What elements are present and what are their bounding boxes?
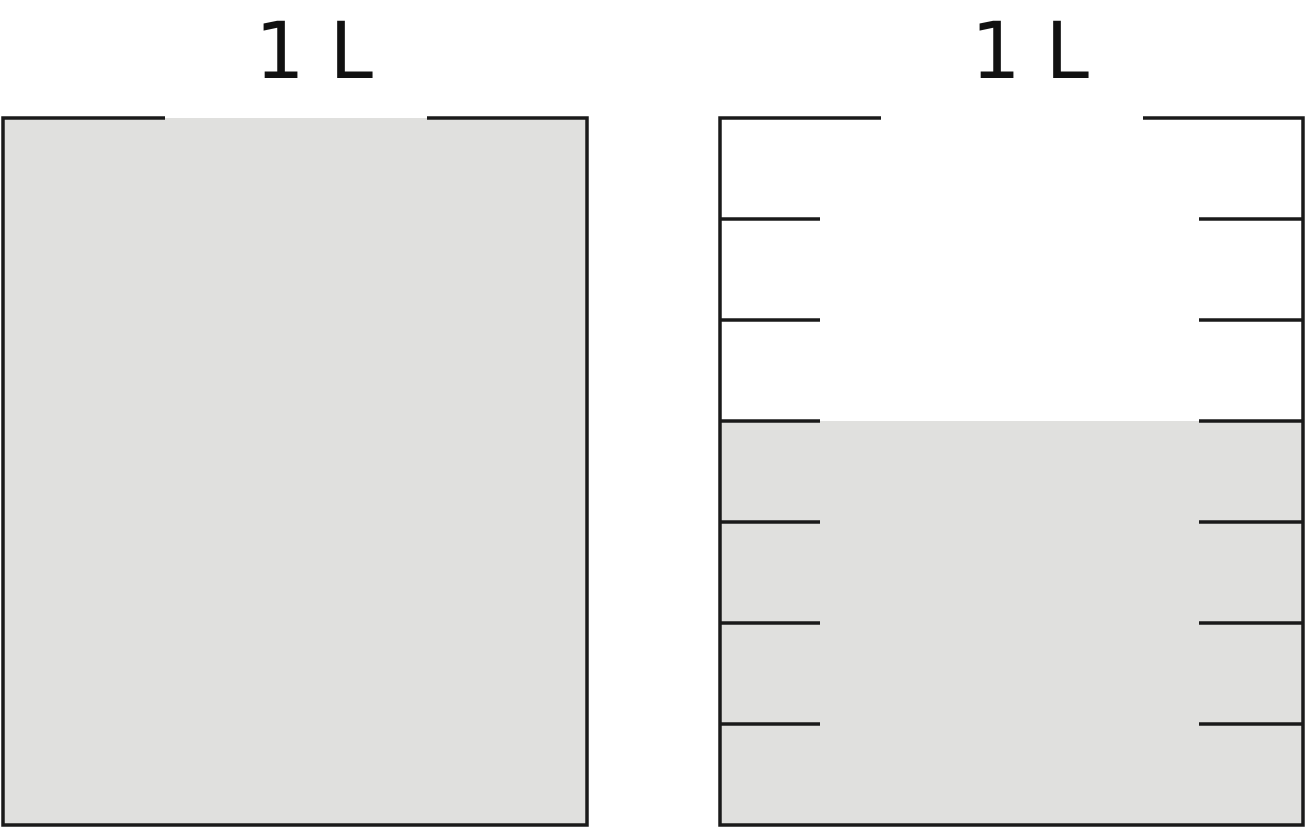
liquid-fill (3, 118, 587, 825)
container-label: 1 L (971, 7, 1089, 97)
container-outline (1, 116, 589, 827)
container-left: 1 L (1, 7, 589, 827)
container-outline (718, 116, 1305, 827)
container-label: 1 L (255, 7, 373, 97)
container-right: 1 L (718, 7, 1305, 827)
